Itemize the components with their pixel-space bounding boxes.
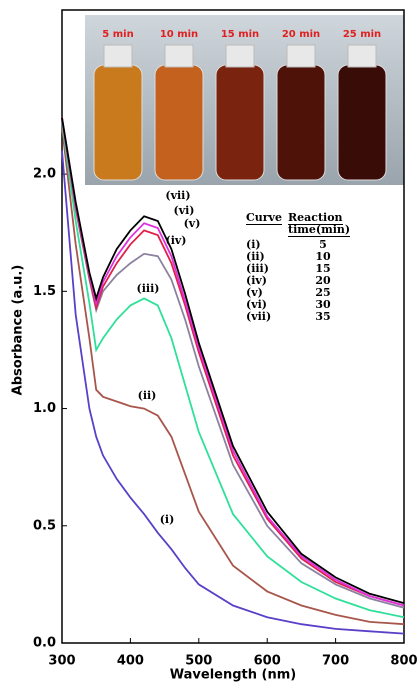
cell: (iv)	[246, 275, 288, 287]
reaction-time: 35	[315, 310, 331, 323]
header-cell: Curve	[246, 211, 288, 236]
reaction-time: 15	[315, 262, 331, 275]
vial-neck	[103, 44, 133, 68]
curve-name: (iv)	[246, 274, 267, 287]
series-line	[61, 117, 405, 607]
x-tick-label: 600	[254, 654, 281, 669]
cell: 30	[288, 299, 358, 311]
table-header: Curve Reaction time(min)	[246, 211, 366, 237]
cell: 15	[288, 263, 358, 275]
x-axis-label: Wavelength (nm)	[170, 668, 296, 683]
curve-name: (v)	[246, 286, 263, 299]
table-row: (vi) 30	[246, 299, 366, 311]
cell: (iii)	[246, 263, 288, 275]
curve-name: (iii)	[246, 262, 269, 275]
table-row: (ii) 10	[246, 251, 366, 263]
vial-neck	[286, 44, 316, 68]
reaction-time: 25	[315, 286, 331, 299]
table-row: (v) 25	[246, 287, 366, 299]
vial	[154, 64, 204, 181]
curve-name: (ii)	[246, 250, 265, 263]
cell: 35	[288, 311, 358, 323]
cell: (ii)	[246, 251, 288, 263]
curve-label: (vii)	[165, 189, 190, 202]
curve-label: (ii)	[138, 389, 157, 402]
curve-name: (i)	[246, 238, 261, 251]
plot-frame	[61, 9, 405, 644]
curve-label: (vi)	[174, 204, 195, 217]
y-tick-label: 0.5	[33, 518, 56, 533]
y-tick-label: 1.0	[33, 401, 56, 416]
cell: (v)	[246, 287, 288, 299]
legend-table: Curve Reaction time(min) (i) 5 (ii) 10 (iii) 15…	[246, 211, 366, 323]
x-tick-label: 400	[117, 654, 144, 669]
cell: (vi)	[246, 299, 288, 311]
reaction-time: 5	[319, 238, 327, 251]
cell: 10	[288, 251, 358, 263]
curve-label: (iv)	[166, 234, 187, 247]
y-tick-label: 0.0	[33, 636, 56, 651]
inset-label: 10 min	[160, 29, 198, 40]
inset-label: 20 min	[282, 29, 320, 40]
x-tick-label: 800	[390, 654, 417, 669]
vial	[93, 64, 143, 181]
x-tick-label: 700	[322, 654, 349, 669]
table-row: (i) 5	[246, 239, 366, 251]
curve-label: (v)	[184, 217, 201, 230]
curve-name: (vi)	[246, 298, 267, 311]
series-line	[61, 150, 405, 635]
reaction-time: 10	[315, 250, 331, 263]
x-tick-label: 500	[185, 654, 212, 669]
vial	[337, 64, 387, 181]
vial	[276, 64, 326, 181]
cell: 5	[288, 239, 358, 251]
table-row: (vii) 35	[246, 311, 366, 323]
reaction-time: 30	[315, 298, 331, 311]
cell: 25	[288, 287, 358, 299]
vial-neck	[225, 44, 255, 68]
cell: (i)	[246, 239, 288, 251]
y-tick-label: 2.0	[33, 167, 56, 182]
inset-label: 25 min	[343, 29, 381, 40]
inset-label: 15 min	[221, 29, 259, 40]
cell: (vii)	[246, 311, 288, 323]
curve-label: (iii)	[137, 282, 160, 295]
vial-neck	[164, 44, 194, 68]
inset-label: 5 min	[102, 29, 133, 40]
curve-label: (i)	[160, 513, 175, 526]
header-text: Reaction time(min)	[288, 211, 351, 237]
y-tick-label: 1.5	[33, 284, 56, 299]
series-line	[61, 120, 405, 609]
series-line	[61, 122, 405, 619]
series-line	[61, 117, 405, 604]
series-line	[61, 127, 405, 626]
curve-name: (vii)	[246, 310, 272, 323]
header-text: Curve	[246, 211, 282, 225]
y-axis-label: Absorbance (a.u.)	[11, 265, 26, 396]
table-row: (iv) 20	[246, 275, 366, 287]
table-row: (iii) 15	[246, 263, 366, 275]
cell: 20	[288, 275, 358, 287]
vial-neck	[347, 44, 377, 68]
series-line	[61, 117, 405, 607]
reaction-time: 20	[315, 274, 331, 287]
x-tick-label: 300	[48, 654, 75, 669]
header-cell: Reaction time(min)	[288, 211, 358, 237]
vial	[215, 64, 265, 181]
